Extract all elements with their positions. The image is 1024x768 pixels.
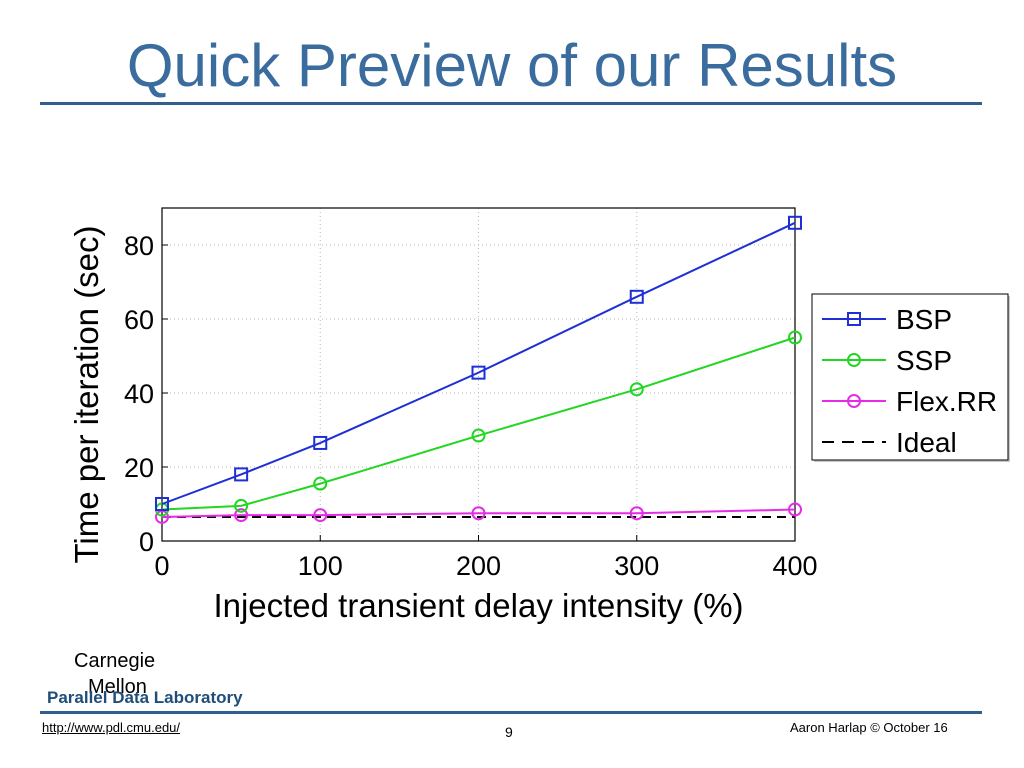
line-chart: 0 100 200 300 400 0 20 40 60 80 Injected transient… [68, 207, 1010, 624]
footer-rule [40, 711, 982, 714]
y-tick-label: 0 [139, 527, 154, 557]
series-line-flex-rr [161, 508, 796, 518]
data-point-flex-rr [234, 508, 249, 523]
x-axis-label: Injected transient delay intensity (%) [213, 587, 743, 624]
legend-label-ssp: SSP [896, 345, 952, 376]
data-point-ssp [471, 428, 486, 443]
data-point-bsp [471, 365, 486, 380]
lab-name: Parallel Data Laboratory [47, 688, 243, 707]
chart-legend: BSP SSP Flex.RR Ideal [811, 293, 1010, 462]
plot-area: 0 100 200 300 400 0 20 40 60 80 Injected transient… [68, 207, 818, 624]
y-tick-label: 80 [124, 231, 154, 261]
data-point-flex-rr [788, 502, 802, 517]
x-tick-label: 300 [614, 551, 659, 581]
y-tick-label: 60 [124, 305, 154, 335]
legend-marker-flex-rr [847, 394, 861, 408]
series-line-ssp [161, 336, 796, 511]
org-name-line2: Mellon [88, 676, 147, 698]
data-point-ssp [234, 498, 249, 513]
footer-url-link[interactable]: http://www.pdl.cmu.edu/ [42, 720, 181, 735]
page-number: 9 [505, 724, 513, 740]
x-tick-label: 100 [298, 551, 343, 581]
legend-label-bsp: BSP [896, 304, 952, 335]
legend-marker-bsp [847, 312, 861, 326]
data-point-flex-rr [313, 508, 328, 523]
legend-label-flex-rr: Flex.RR [896, 386, 997, 417]
data-point-bsp [155, 497, 169, 511]
data-point-bsp [234, 467, 249, 482]
slide-title: Quick Preview of our Results [126, 32, 898, 99]
org-name-line1: Carnegie [74, 650, 156, 672]
data-point-ssp [788, 330, 802, 345]
x-tick-label: 400 [772, 551, 817, 581]
data-point-ssp [629, 382, 644, 397]
data-point-bsp [313, 435, 328, 450]
legend-marker-ssp [847, 353, 861, 367]
x-tick-label: 200 [456, 551, 501, 581]
data-point-bsp [788, 215, 802, 230]
legend-label-ideal: Ideal [896, 427, 957, 458]
plot-frame [161, 207, 796, 542]
data-point-ssp [313, 476, 328, 491]
title-underline [40, 102, 982, 105]
x-tick-label: 0 [154, 551, 169, 581]
y-axis-label: Time per iteration (sec) [68, 225, 105, 563]
legend-box [811, 293, 1009, 461]
data-point-flex-rr [471, 506, 486, 521]
y-tick-label: 40 [124, 379, 154, 409]
y-tick-label: 20 [124, 453, 154, 483]
data-point-bsp [629, 289, 644, 304]
series-line-bsp [161, 221, 796, 505]
footer-copyright: Aaron Harlap © October 16 [790, 720, 948, 735]
data-point-flex-rr [629, 506, 644, 521]
